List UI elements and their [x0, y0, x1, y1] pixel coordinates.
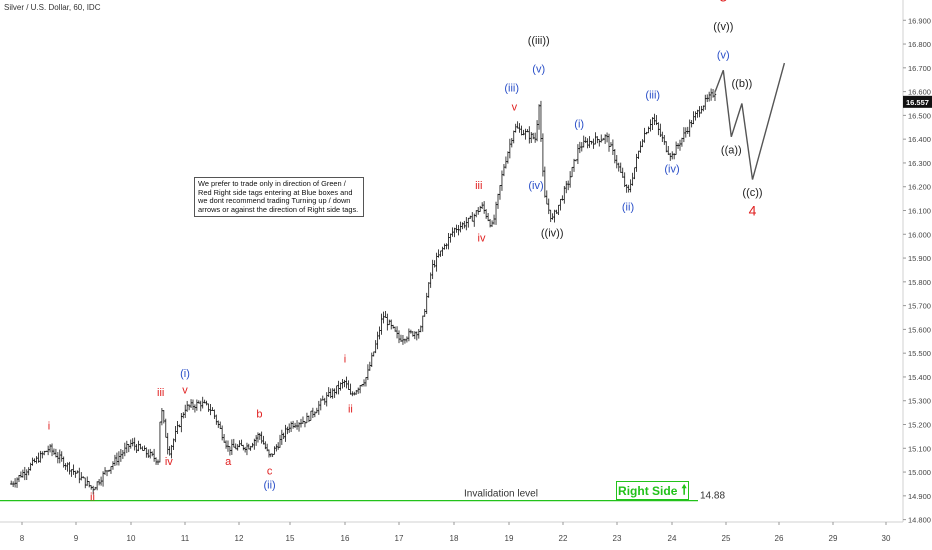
y-tick-label: 15.000	[908, 468, 931, 477]
wave-label: a	[225, 456, 232, 468]
y-tick-label: 14.900	[908, 492, 931, 501]
wave-label: ii	[90, 492, 95, 504]
x-tick-label: 22	[559, 534, 568, 543]
wave-label: (ii)	[263, 480, 275, 492]
x-tick-label: 16	[341, 534, 350, 543]
x-tick-label: 18	[450, 534, 459, 543]
y-tick-label: 16.100	[908, 206, 931, 215]
wave-label: b	[256, 408, 262, 420]
x-tick-label: 29	[829, 534, 838, 543]
x-tick-label: 30	[882, 534, 891, 543]
wave-label: (iii)	[645, 90, 660, 102]
wave-label: iii	[157, 387, 164, 399]
x-tick-label: 24	[668, 534, 677, 543]
wave-label: v	[512, 102, 518, 114]
x-tick-label: 26	[775, 534, 784, 543]
right-side-tag: Right Side 🠕	[616, 481, 689, 500]
wave-label: i	[48, 420, 50, 432]
up-arrow-icon: 🠕	[681, 483, 687, 498]
y-tick-label: 16.200	[908, 183, 931, 192]
x-tick-label: 10	[127, 534, 136, 543]
wave-label: ((iv))	[541, 228, 564, 240]
y-tick-label: 16.800	[908, 40, 931, 49]
wave-label: ((a))	[721, 144, 742, 156]
y-tick-label: 16.900	[908, 16, 931, 25]
wave-label: ((iii))	[528, 35, 550, 47]
y-tick-label: 15.100	[908, 444, 931, 453]
wave-label: (i)	[574, 118, 584, 130]
wave-label: iv	[165, 456, 173, 468]
y-tick-label: 16.400	[908, 135, 931, 144]
wave-label: (iii)	[504, 83, 519, 95]
x-tick-label: 17	[395, 534, 404, 543]
x-tick-label: 11	[181, 534, 190, 543]
x-tick-label: 25	[722, 534, 731, 543]
x-tick-label: 9	[74, 534, 79, 543]
chart-title: Silver / U.S. Dollar, 60, IDC	[4, 3, 101, 12]
wave-label: c	[267, 465, 273, 477]
y-tick-label: 15.400	[908, 373, 931, 382]
wave-label: 4	[749, 202, 757, 218]
trading-note: We prefer to trade only in direction of …	[194, 177, 364, 218]
x-tick-label: 12	[235, 534, 244, 543]
wave-label: (iv)	[664, 163, 679, 175]
wave-label: (v)	[717, 49, 730, 61]
x-tick-label: 15	[286, 534, 295, 543]
right-side-label: Right Side	[618, 483, 678, 498]
candles	[10, 88, 717, 495]
wave-label: ((v))	[713, 21, 733, 33]
y-tick-label: 14.800	[908, 516, 931, 525]
last-price-tag	[903, 95, 932, 108]
wave-label: ii	[348, 404, 353, 416]
invalidation-label: Invalidation level	[464, 489, 538, 500]
y-tick-label: 15.900	[908, 254, 931, 263]
y-tick-label: 15.700	[908, 302, 931, 311]
y-tick-label: 15.800	[908, 278, 931, 287]
wave-label: iv	[478, 232, 486, 244]
x-tick-label: 19	[505, 534, 514, 543]
wave-label: (ii)	[622, 201, 634, 213]
projection-path	[714, 62, 786, 180]
y-tick-label: 16.000	[908, 230, 931, 239]
wave-label: iii	[475, 180, 482, 192]
last-price-label: 16.557	[906, 98, 929, 107]
wave-label: 3	[719, 0, 727, 4]
y-tick-label: 15.200	[908, 421, 931, 430]
y-tick-label: 16.600	[908, 88, 931, 97]
y-tick-label: 15.500	[908, 349, 931, 358]
wave-label: (iv)	[528, 180, 543, 192]
wave-label: ((b))	[732, 78, 753, 90]
y-tick-label: 16.500	[908, 111, 931, 120]
wave-label: v	[182, 385, 188, 397]
wave-label: (v)	[532, 64, 545, 76]
y-tick-label: 15.600	[908, 325, 931, 334]
x-tick-label: 23	[613, 534, 622, 543]
invalidation-value: 14.88	[700, 491, 725, 502]
y-tick-label: 16.700	[908, 64, 931, 73]
y-tick-label: 16.300	[908, 159, 931, 168]
wave-label: (i)	[180, 368, 190, 380]
wave-label: ((c))	[742, 187, 762, 199]
wave-label: i	[344, 354, 346, 366]
x-tick-label: 8	[20, 534, 25, 543]
y-tick-label: 15.300	[908, 397, 931, 406]
